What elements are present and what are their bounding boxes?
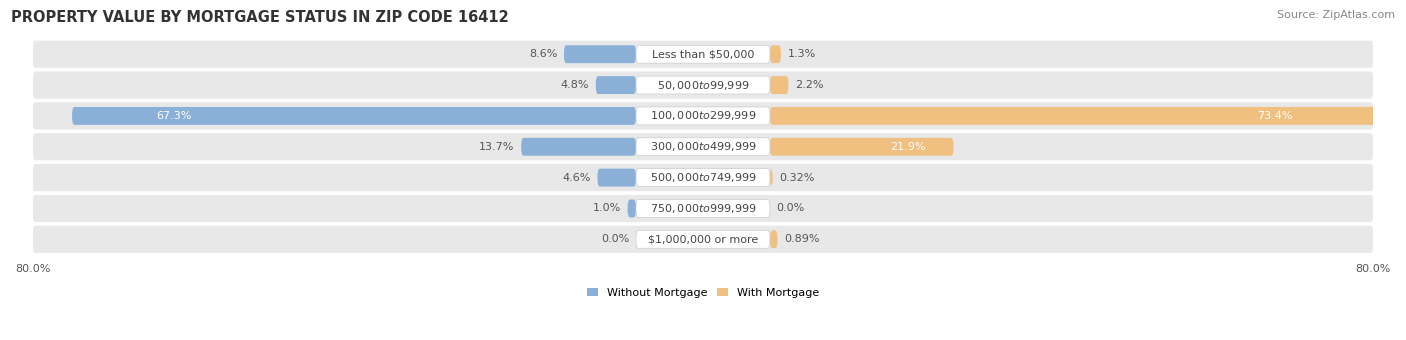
FancyBboxPatch shape	[636, 231, 770, 248]
FancyBboxPatch shape	[522, 138, 636, 156]
Text: 0.32%: 0.32%	[779, 173, 815, 183]
Text: 1.0%: 1.0%	[593, 203, 621, 214]
FancyBboxPatch shape	[32, 102, 1374, 130]
FancyBboxPatch shape	[32, 164, 1374, 191]
Text: PROPERTY VALUE BY MORTGAGE STATUS IN ZIP CODE 16412: PROPERTY VALUE BY MORTGAGE STATUS IN ZIP…	[11, 10, 509, 25]
Text: 67.3%: 67.3%	[156, 111, 193, 121]
Text: 73.4%: 73.4%	[1257, 111, 1292, 121]
FancyBboxPatch shape	[770, 138, 953, 156]
FancyBboxPatch shape	[636, 138, 770, 156]
FancyBboxPatch shape	[770, 76, 789, 94]
FancyBboxPatch shape	[636, 45, 770, 63]
FancyBboxPatch shape	[32, 133, 1374, 160]
FancyBboxPatch shape	[636, 76, 770, 94]
FancyBboxPatch shape	[627, 200, 636, 217]
FancyBboxPatch shape	[32, 71, 1374, 99]
FancyBboxPatch shape	[72, 107, 636, 125]
Text: $50,000 to $99,999: $50,000 to $99,999	[657, 79, 749, 91]
Text: $100,000 to $299,999: $100,000 to $299,999	[650, 109, 756, 122]
FancyBboxPatch shape	[598, 169, 636, 187]
Text: Less than $50,000: Less than $50,000	[652, 49, 754, 59]
Text: 1.3%: 1.3%	[787, 49, 815, 59]
Text: Source: ZipAtlas.com: Source: ZipAtlas.com	[1277, 10, 1395, 20]
Text: 13.7%: 13.7%	[479, 142, 515, 152]
FancyBboxPatch shape	[564, 45, 636, 63]
FancyBboxPatch shape	[32, 226, 1374, 253]
Text: $500,000 to $749,999: $500,000 to $749,999	[650, 171, 756, 184]
Text: 8.6%: 8.6%	[529, 49, 557, 59]
FancyBboxPatch shape	[770, 45, 780, 63]
FancyBboxPatch shape	[596, 76, 636, 94]
Text: 21.9%: 21.9%	[890, 142, 927, 152]
Text: $300,000 to $499,999: $300,000 to $499,999	[650, 140, 756, 153]
FancyBboxPatch shape	[636, 169, 770, 187]
Legend: Without Mortgage, With Mortgage: Without Mortgage, With Mortgage	[582, 283, 824, 302]
FancyBboxPatch shape	[636, 107, 770, 125]
FancyBboxPatch shape	[770, 231, 778, 248]
Text: 0.0%: 0.0%	[776, 203, 806, 214]
Text: 4.6%: 4.6%	[562, 173, 591, 183]
FancyBboxPatch shape	[770, 107, 1385, 125]
Text: $750,000 to $999,999: $750,000 to $999,999	[650, 202, 756, 215]
FancyBboxPatch shape	[32, 195, 1374, 222]
Text: 0.89%: 0.89%	[785, 234, 820, 244]
FancyBboxPatch shape	[770, 169, 773, 187]
Text: 2.2%: 2.2%	[796, 80, 824, 90]
Text: 4.8%: 4.8%	[561, 80, 589, 90]
FancyBboxPatch shape	[32, 41, 1374, 68]
Text: $1,000,000 or more: $1,000,000 or more	[648, 234, 758, 244]
Text: 0.0%: 0.0%	[600, 234, 630, 244]
FancyBboxPatch shape	[636, 200, 770, 217]
